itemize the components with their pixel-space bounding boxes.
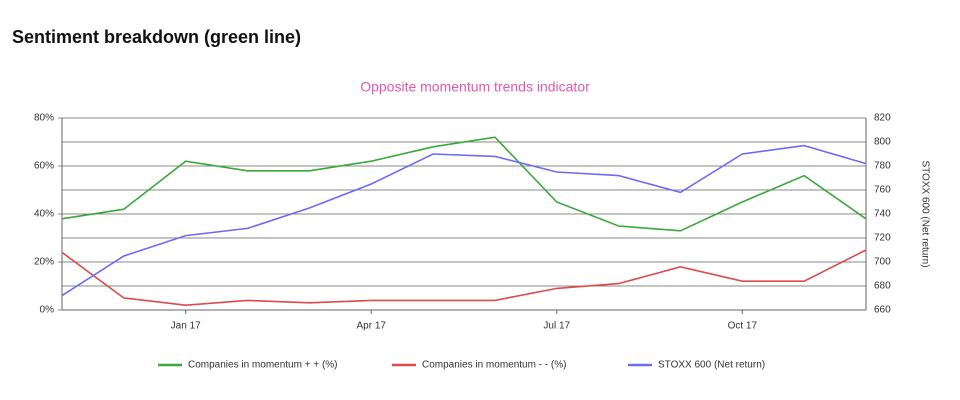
y2-tick-label: 800 [874,137,891,148]
y2-tick-label: 740 [874,209,891,220]
legend-label: Companies in momentum - - (%) [422,360,566,371]
legend-label: STOXX 600 (Net return) [658,360,765,371]
y-tick-label: 80% [34,113,54,124]
series-line [61,144,867,297]
y2-axis-title: STOXX 600 (Net return) [919,160,930,267]
y2-tick-label: 780 [874,161,891,172]
x-tick-label: Apr 17 [356,321,386,332]
y2-tick-label: 720 [874,233,891,244]
y2-tick-label: 760 [874,185,891,196]
legend-label: Companies in momentum + + (%) [188,360,338,371]
y2-tick-label: 820 [874,113,891,124]
series-line [61,136,867,232]
y-tick-label: 0% [40,305,55,316]
series-line [61,249,867,307]
y2-tick-label: 700 [874,257,891,268]
x-tick-label: Jul 17 [543,321,570,332]
x-tick-label: Jan 17 [171,321,201,332]
chart-title: Opposite momentum trends indicator [360,79,590,95]
y2-tick-label: 680 [874,281,891,292]
y-tick-label: 20% [34,257,54,268]
x-tick-label: Oct 17 [728,321,758,332]
page-heading: Sentiment breakdown (green line) [12,27,301,47]
y2-tick-label: 660 [874,305,891,316]
y-tick-label: 40% [34,209,54,220]
y-tick-label: 60% [34,161,54,172]
